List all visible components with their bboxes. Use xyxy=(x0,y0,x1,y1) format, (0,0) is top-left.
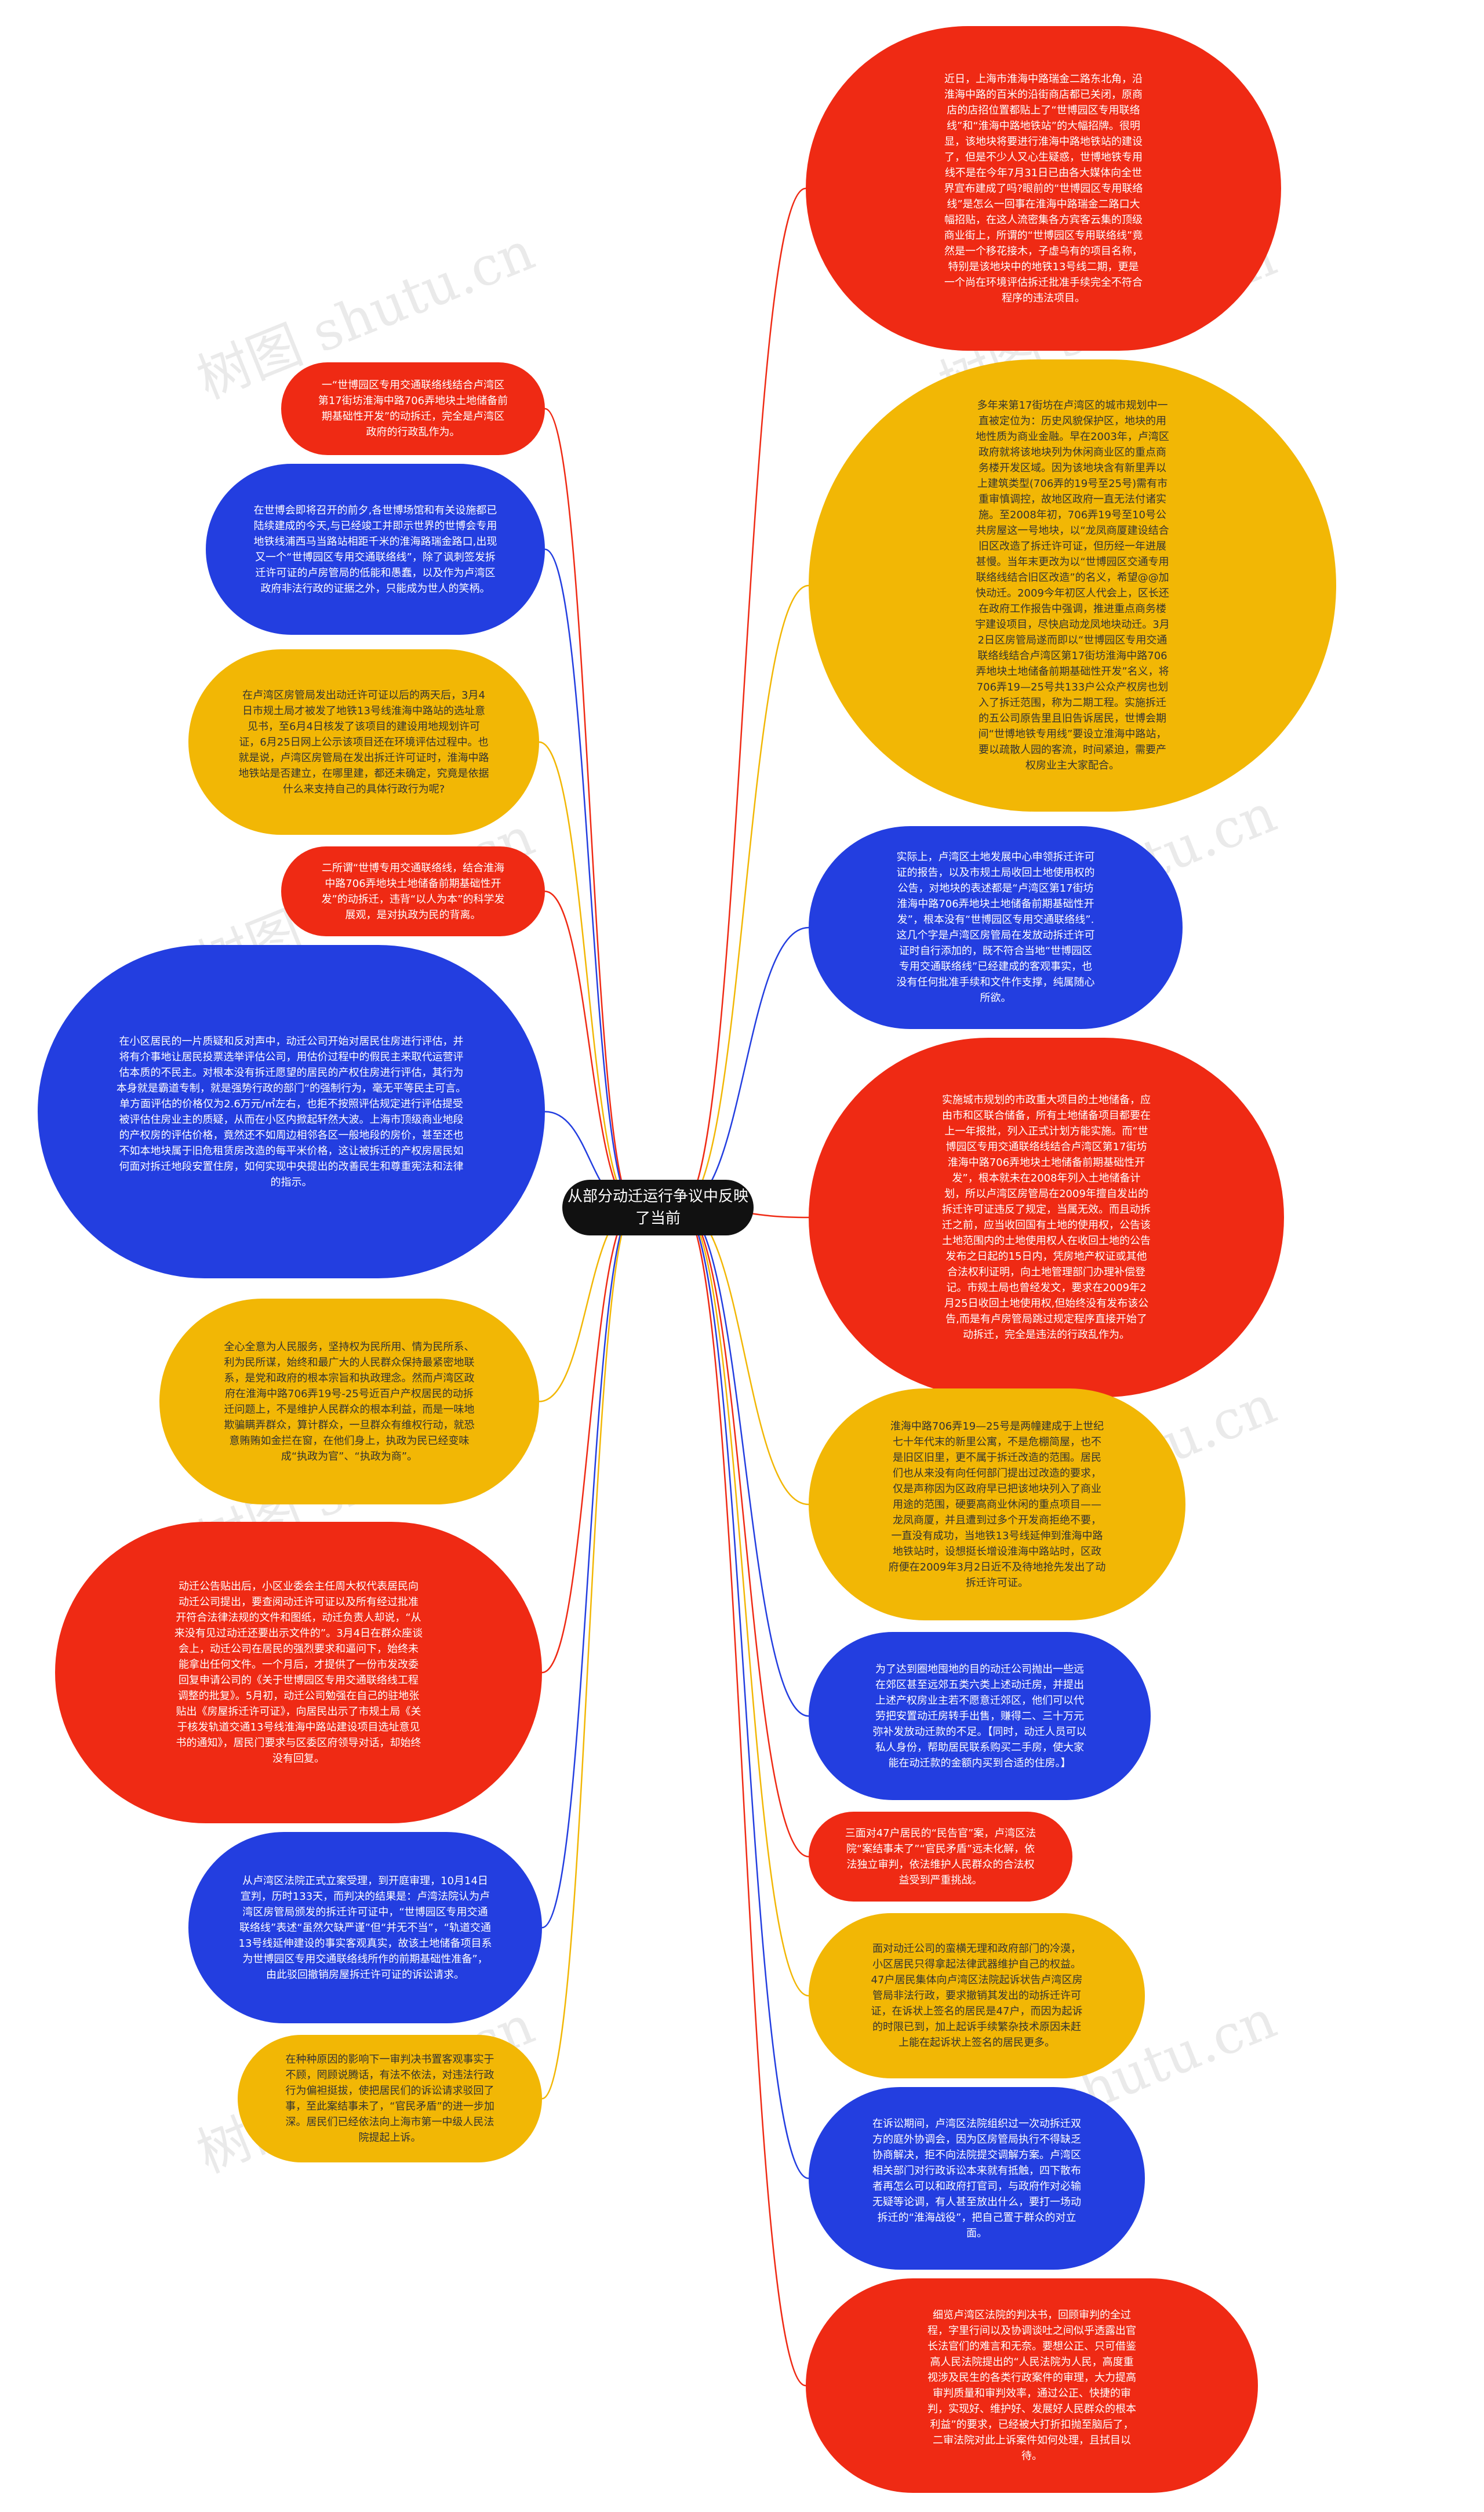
left-node-5[interactable]: 在小区居民的一片质疑和反对声中，动迁公司开始对居民住房进行评估，并将有介事地让居… xyxy=(38,945,545,1278)
node-text: 动迁公告贴出后，小区业委会主任周大权代表居民向动迁公司提出，要查阅动迁许可证以及… xyxy=(174,1580,423,1765)
central-topic[interactable]: 从部分动迁运行争议中反映了当前 xyxy=(562,1180,754,1235)
connector-line xyxy=(681,1206,809,2179)
node-text: 多年来第17街坊在卢湾区的城市规划中一直被定位为：历史风貌保护区，地块的用地性质… xyxy=(975,399,1170,772)
left-node-4[interactable]: 二所谓“世博专用交通联络线，结合淮海中路706弄地块土地储备前期基础性开发”的动… xyxy=(281,846,545,936)
connector-line xyxy=(681,187,806,1209)
left-node-3[interactable]: 在卢湾区房管局发出动迁许可证以后的两天后，3月4日市规土局才被发了地铁13号线淮… xyxy=(188,649,539,835)
left-node-1[interactable]: 一“世博园区专用交通联络线结合卢湾区第17街坊淮海中路706弄地块土地储备前期基… xyxy=(281,362,545,455)
node-text: 近日，上海市淮海中路瑞金二路东北角，沿淮海中路的百米的沿街商店都已关闭，原商店的… xyxy=(944,72,1143,304)
node-text: 在种种原因的影响下一审判决书置客观事实于不顾，罔顾说腾话，有法不依法，对违法行政… xyxy=(285,2053,494,2144)
connector-line xyxy=(681,1206,809,1997)
connector-line xyxy=(681,1206,809,1857)
node-text: 在诉讼期间，卢湾区法院组织过一次动拆迁双方的庭外协调会，因为区房管局执行不得缺乏… xyxy=(872,2117,1081,2240)
right-node-1[interactable]: 近日，上海市淮海中路瑞金二路东北角，沿淮海中路的百米的沿街商店都已关闭，原商店的… xyxy=(806,26,1281,351)
connector-line xyxy=(539,741,635,1209)
node-text: 全心全意为人民服务，坚持权为民所用、情为民所系、利为民所谋，始终和最广大的人民群… xyxy=(224,1340,475,1463)
right-node-2[interactable]: 多年来第17街坊在卢湾区的城市规划中一直被定位为：历史风貌保护区，地块的用地性质… xyxy=(809,359,1336,812)
right-node-3[interactable]: 实际上，卢湾区土地发展中心申领拆迁许可证的报告，以及市规土局收回土地使用权的公告… xyxy=(809,826,1183,1029)
node-text: 在世博会即将召开的前夕,各世博场馆和有关设施都已陆续建成的今天,与已经竣工并即示… xyxy=(253,504,497,595)
node-text: 淮海中路706弄19—25号是两幢建成于上世纪七十年代末的新里公寓，不是危棚简屋… xyxy=(888,1420,1106,1589)
node-text: 在小区居民的一片质疑和反对声中，动迁公司开始对居民住房进行评估，并将有介事地让居… xyxy=(116,1035,467,1188)
connector-line xyxy=(681,926,809,1209)
left-node-2[interactable]: 在世博会即将召开的前夕,各世博场馆和有关设施都已陆续建成的今天,与已经竣工并即示… xyxy=(206,464,545,635)
node-text: 实际上，卢湾区土地发展中心申领拆迁许可证的报告，以及市规土局收回土地使用权的公告… xyxy=(896,851,1095,1004)
node-text: 实施城市规划的市政重大项目的土地储备，应由市和区联合储备，所有土地储备项目都要在… xyxy=(942,1094,1151,1341)
right-node-6[interactable]: 为了达到圈地囤地的目的动迁公司抛出一些远在郊区甚至远郊五类六类上述动迁房，并提出… xyxy=(809,1632,1151,1800)
node-text: 面对动迁公司的蛮横无理和政府部门的冷漠，小区居民只得拿起法律武器维护自己的权益。… xyxy=(871,1943,1083,2049)
central-topic-label: 从部分动迁运行争议中反映了当前 xyxy=(567,1188,748,1227)
right-node-9[interactable]: 在诉讼期间，卢湾区法院组织过一次动拆迁双方的庭外协调会，因为区房管局执行不得缺乏… xyxy=(809,2087,1145,2270)
left-node-8[interactable]: 从卢湾区法院正式立案受理，到开庭审理，10月14日宣判，历时133天，而判决的结… xyxy=(188,1832,542,2023)
node-text: 在卢湾区房管局发出动迁许可证以后的两天后，3月4日市规土局才被发了地铁13号线淮… xyxy=(238,689,489,795)
connector-line xyxy=(541,1206,635,1674)
right-node-8[interactable]: 面对动迁公司的蛮横无理和政府部门的冷漠，小区居民只得拿起法律武器维护自己的权益。… xyxy=(809,1913,1145,2078)
left-node-9[interactable]: 在种种原因的影响下一审判决书置客观事实于不顾，罔顾说腾话，有法不依法，对违法行政… xyxy=(238,2035,542,2162)
connector-line xyxy=(681,1206,806,2387)
node-text: 细览卢湾区法院的判决书，回顾审判的全过程，字里行间以及协调谈吐之间似乎透露出官长… xyxy=(928,2309,1136,2462)
right-node-4[interactable]: 实施城市规划的市政重大项目的土地储备，应由市和区联合储备，所有土地储备项目都要在… xyxy=(809,1038,1284,1397)
left-node-6[interactable]: 全心全意为人民服务，坚持权为民所用、情为民所系、利为民所谋，始终和最广大的人民群… xyxy=(159,1299,539,1504)
node-text: 一“世博园区专用交通联络线结合卢湾区第17街坊淮海中路706弄地块土地储备前期基… xyxy=(318,379,508,438)
connector-line xyxy=(541,1206,635,1929)
connector-line xyxy=(541,1206,635,2100)
connector-line xyxy=(544,408,635,1209)
right-node-7[interactable]: 三面对47户居民的“民告官”案，卢湾区法院“案结事未了”“官民矛盾”远未化解，依… xyxy=(809,1812,1072,1902)
node-text: 二所谓“世博专用交通联络线，结合淮海中路706弄地块土地储备前期基础性开发”的动… xyxy=(321,861,505,921)
connector-line xyxy=(681,584,809,1209)
node-text: 从卢湾区法院正式立案受理，到开庭审理，10月14日宣判，历时133天，而判决的结… xyxy=(238,1874,492,1981)
node-text: 三面对47户居民的“民告官”案，卢湾区法院“案结事未了”“官民矛盾”远未化解，依… xyxy=(845,1827,1036,1886)
left-node-7[interactable]: 动迁公告贴出后，小区业委会主任周大权代表居民向动迁公司提出，要查阅动迁许可证以及… xyxy=(55,1522,542,1823)
connector-line xyxy=(681,1206,809,1717)
right-node-10[interactable]: 细览卢湾区法院的判决书，回顾审判的全过程，字里行间以及协调谈吐之间似乎透露出官长… xyxy=(806,2278,1258,2493)
right-node-5[interactable]: 淮海中路706弄19—25号是两幢建成于上世纪七十年代末的新里公寓，不是危棚简屋… xyxy=(809,1388,1185,1620)
connector-line xyxy=(544,548,635,1209)
node-text: 为了达到圈地囤地的目的动迁公司抛出一些远在郊区甚至远郊五类六类上述动迁房，并提出… xyxy=(872,1663,1087,1769)
